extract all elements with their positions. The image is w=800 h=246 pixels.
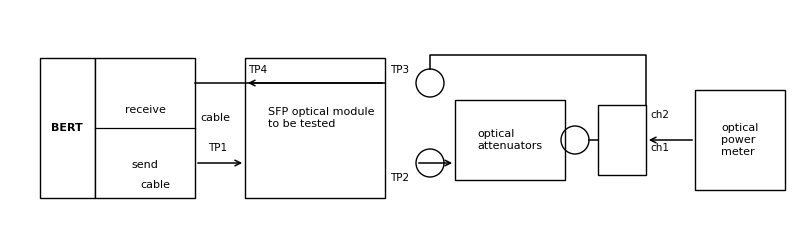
- Bar: [95, 58, 195, 198]
- Text: BERT: BERT: [51, 123, 83, 133]
- Text: TP4: TP4: [248, 65, 267, 75]
- Text: receive: receive: [125, 105, 166, 115]
- Bar: [40, 58, 95, 198]
- Text: TP3: TP3: [390, 65, 409, 75]
- Text: ch2: ch2: [650, 110, 669, 120]
- Text: optical
attenuators: optical attenuators: [478, 129, 542, 151]
- Text: SFP optical module
to be tested: SFP optical module to be tested: [268, 107, 374, 129]
- Text: cable: cable: [200, 113, 230, 123]
- Bar: [598, 105, 646, 175]
- Bar: [245, 58, 385, 198]
- Text: TP1: TP1: [208, 143, 227, 153]
- Bar: [695, 90, 785, 190]
- Bar: [455, 100, 565, 180]
- Text: ch1: ch1: [650, 143, 669, 153]
- Text: TP2: TP2: [390, 173, 409, 183]
- Text: send: send: [131, 160, 158, 170]
- Text: optical
power
meter: optical power meter: [722, 123, 758, 157]
- Text: cable: cable: [140, 180, 170, 190]
